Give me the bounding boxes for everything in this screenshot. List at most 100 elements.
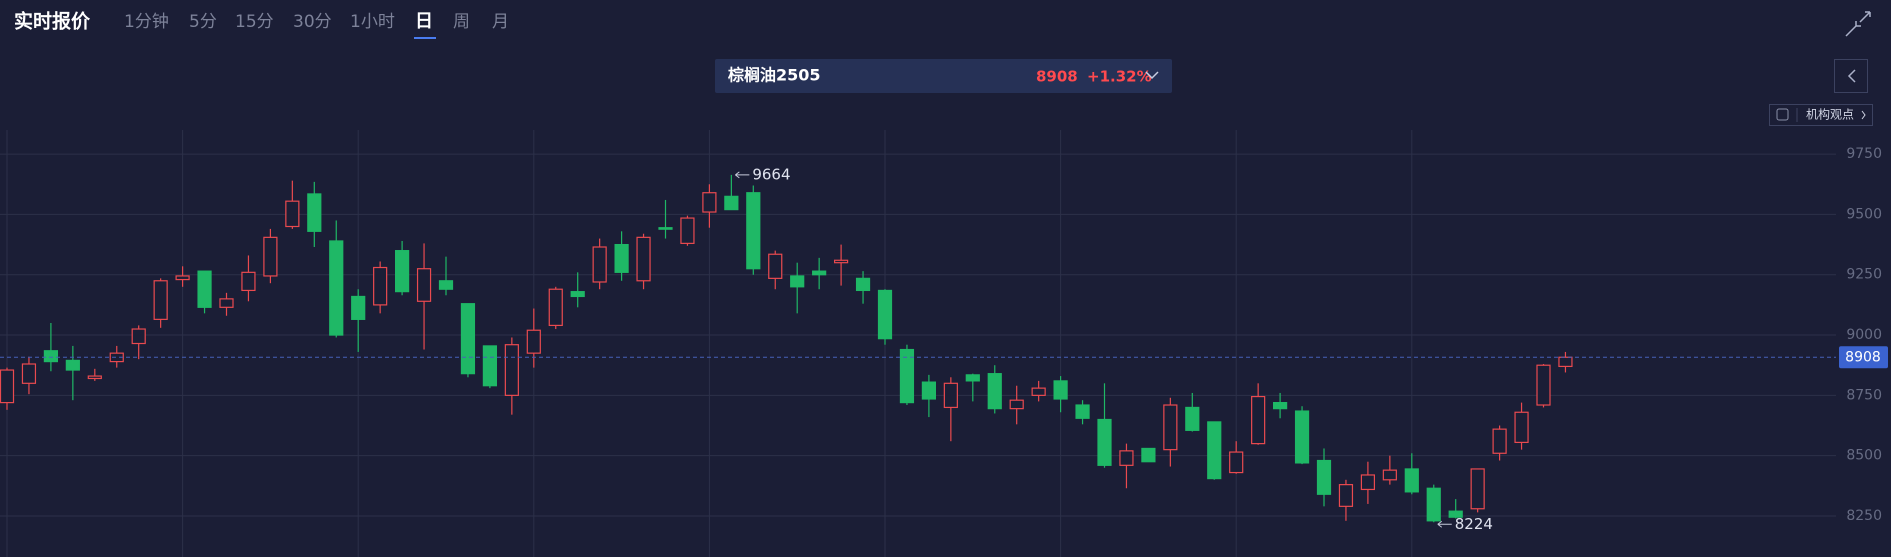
y-tick-label: 9750 (1846, 146, 1882, 162)
candle-body (438, 280, 454, 290)
y-tick-label: 8250 (1846, 508, 1882, 524)
candle-body (746, 192, 761, 270)
candle-body (877, 289, 893, 340)
candle-body (1251, 395, 1266, 445)
candle-body (109, 352, 124, 363)
quote-symbol: 棕榈油2505 (728, 66, 821, 85)
candle-body (921, 381, 937, 400)
y-tick-label: 8750 (1846, 387, 1882, 403)
candle-body (1097, 418, 1112, 466)
candle-body (943, 382, 958, 409)
candle-body (1316, 459, 1332, 495)
candle-body (131, 328, 146, 345)
active-tab-underline (414, 37, 436, 39)
candle-body (175, 275, 190, 281)
period-tab[interactable]: 月 (492, 12, 509, 32)
candle-body (241, 271, 256, 292)
candle-body (1448, 510, 1463, 518)
candle-body (1207, 421, 1222, 480)
candle-body (636, 236, 651, 282)
candle-body (1009, 399, 1024, 410)
candle-body (307, 193, 322, 232)
candle-body (329, 240, 344, 336)
candle-body (1492, 428, 1507, 454)
annotation-label: 9664 (752, 165, 790, 183)
period-tab[interactable]: 周 (453, 12, 470, 32)
quote-change: +1.32% (1087, 68, 1152, 86)
candle-body (899, 348, 915, 404)
candle-body (680, 217, 695, 244)
views-button[interactable] (1769, 104, 1873, 126)
candle-body (21, 363, 37, 384)
annotation-arrow (1437, 520, 1452, 528)
candle-body (1119, 450, 1134, 466)
candle-body (1185, 406, 1200, 431)
period-tabs: 1分钟 5分 15分 30分 1小时日周 月 (124, 11, 509, 39)
period-tab[interactable]: 1分钟 (124, 12, 169, 32)
candle-body (416, 268, 432, 302)
page-title: 实时报价 (14, 10, 91, 33)
candle-body (1075, 404, 1090, 419)
candle-body (1141, 447, 1156, 463)
candle-body (1558, 356, 1573, 368)
plot: 8250 8500 8750 9000 9250 9500 9750 8908 9664 8224 (0, 130, 1888, 557)
candle-body (1514, 411, 1529, 444)
candle-body (1426, 487, 1441, 522)
candle-body (658, 227, 673, 230)
y-tick-label: 9000 (1846, 327, 1882, 343)
period-tab[interactable]: 1小时 (350, 12, 395, 32)
quote-price: 8908 (1036, 68, 1078, 86)
candle-body (43, 350, 59, 363)
candle-body (1294, 410, 1310, 464)
candle-body (812, 270, 827, 276)
candle-body (987, 373, 1002, 410)
last-price-tag (1839, 346, 1888, 369)
candle-body (1031, 387, 1046, 396)
candle-body (548, 288, 563, 327)
candle-body (614, 243, 629, 273)
candle-body (0, 369, 15, 404)
quote-box[interactable] (715, 59, 1172, 93)
views-label: 机构观点 (1806, 107, 1854, 122)
candle-body (351, 295, 366, 320)
candle-body (1053, 380, 1068, 400)
annotation-arrow (735, 171, 750, 179)
back-icon (1847, 69, 1856, 83)
candle-body (1272, 402, 1288, 410)
candle-body (197, 270, 212, 308)
annotation-label: 8224 (1455, 515, 1493, 533)
period-tab[interactable]: 30分 (293, 12, 332, 32)
back-button[interactable] (1834, 59, 1868, 93)
candle-body (482, 345, 497, 387)
candle-body (87, 375, 102, 380)
candle-body (1229, 451, 1244, 474)
candle-body (219, 298, 234, 308)
candle-body (724, 195, 739, 211)
candle-body (1163, 404, 1178, 451)
y-tick-label: 8500 (1846, 448, 1882, 464)
candle-body (855, 277, 871, 292)
candle-body (263, 236, 278, 277)
views-chevron (1861, 110, 1866, 120)
collapse-icon[interactable] (1845, 11, 1871, 37)
candle-body (702, 192, 717, 213)
candle-body (1404, 468, 1419, 493)
candle-body (1536, 364, 1551, 406)
quote-chevron[interactable] (1145, 71, 1159, 80)
candle-body (1338, 484, 1354, 507)
candle-body (965, 374, 980, 382)
views-icon (1776, 108, 1789, 121)
candle-body (1360, 474, 1376, 491)
period-tab[interactable]: 5分 (189, 12, 217, 32)
candle-body (570, 291, 585, 298)
candle-body (526, 329, 541, 354)
candle-body (1470, 468, 1485, 510)
last-price-label: 8908 (1845, 349, 1881, 365)
period-tab[interactable]: 日 (415, 11, 433, 32)
candle-body (460, 303, 476, 375)
y-tick-label: 9250 (1846, 267, 1882, 283)
period-tab[interactable]: 15分 (235, 12, 274, 32)
candle-body (65, 359, 80, 371)
candle-body (373, 266, 388, 306)
